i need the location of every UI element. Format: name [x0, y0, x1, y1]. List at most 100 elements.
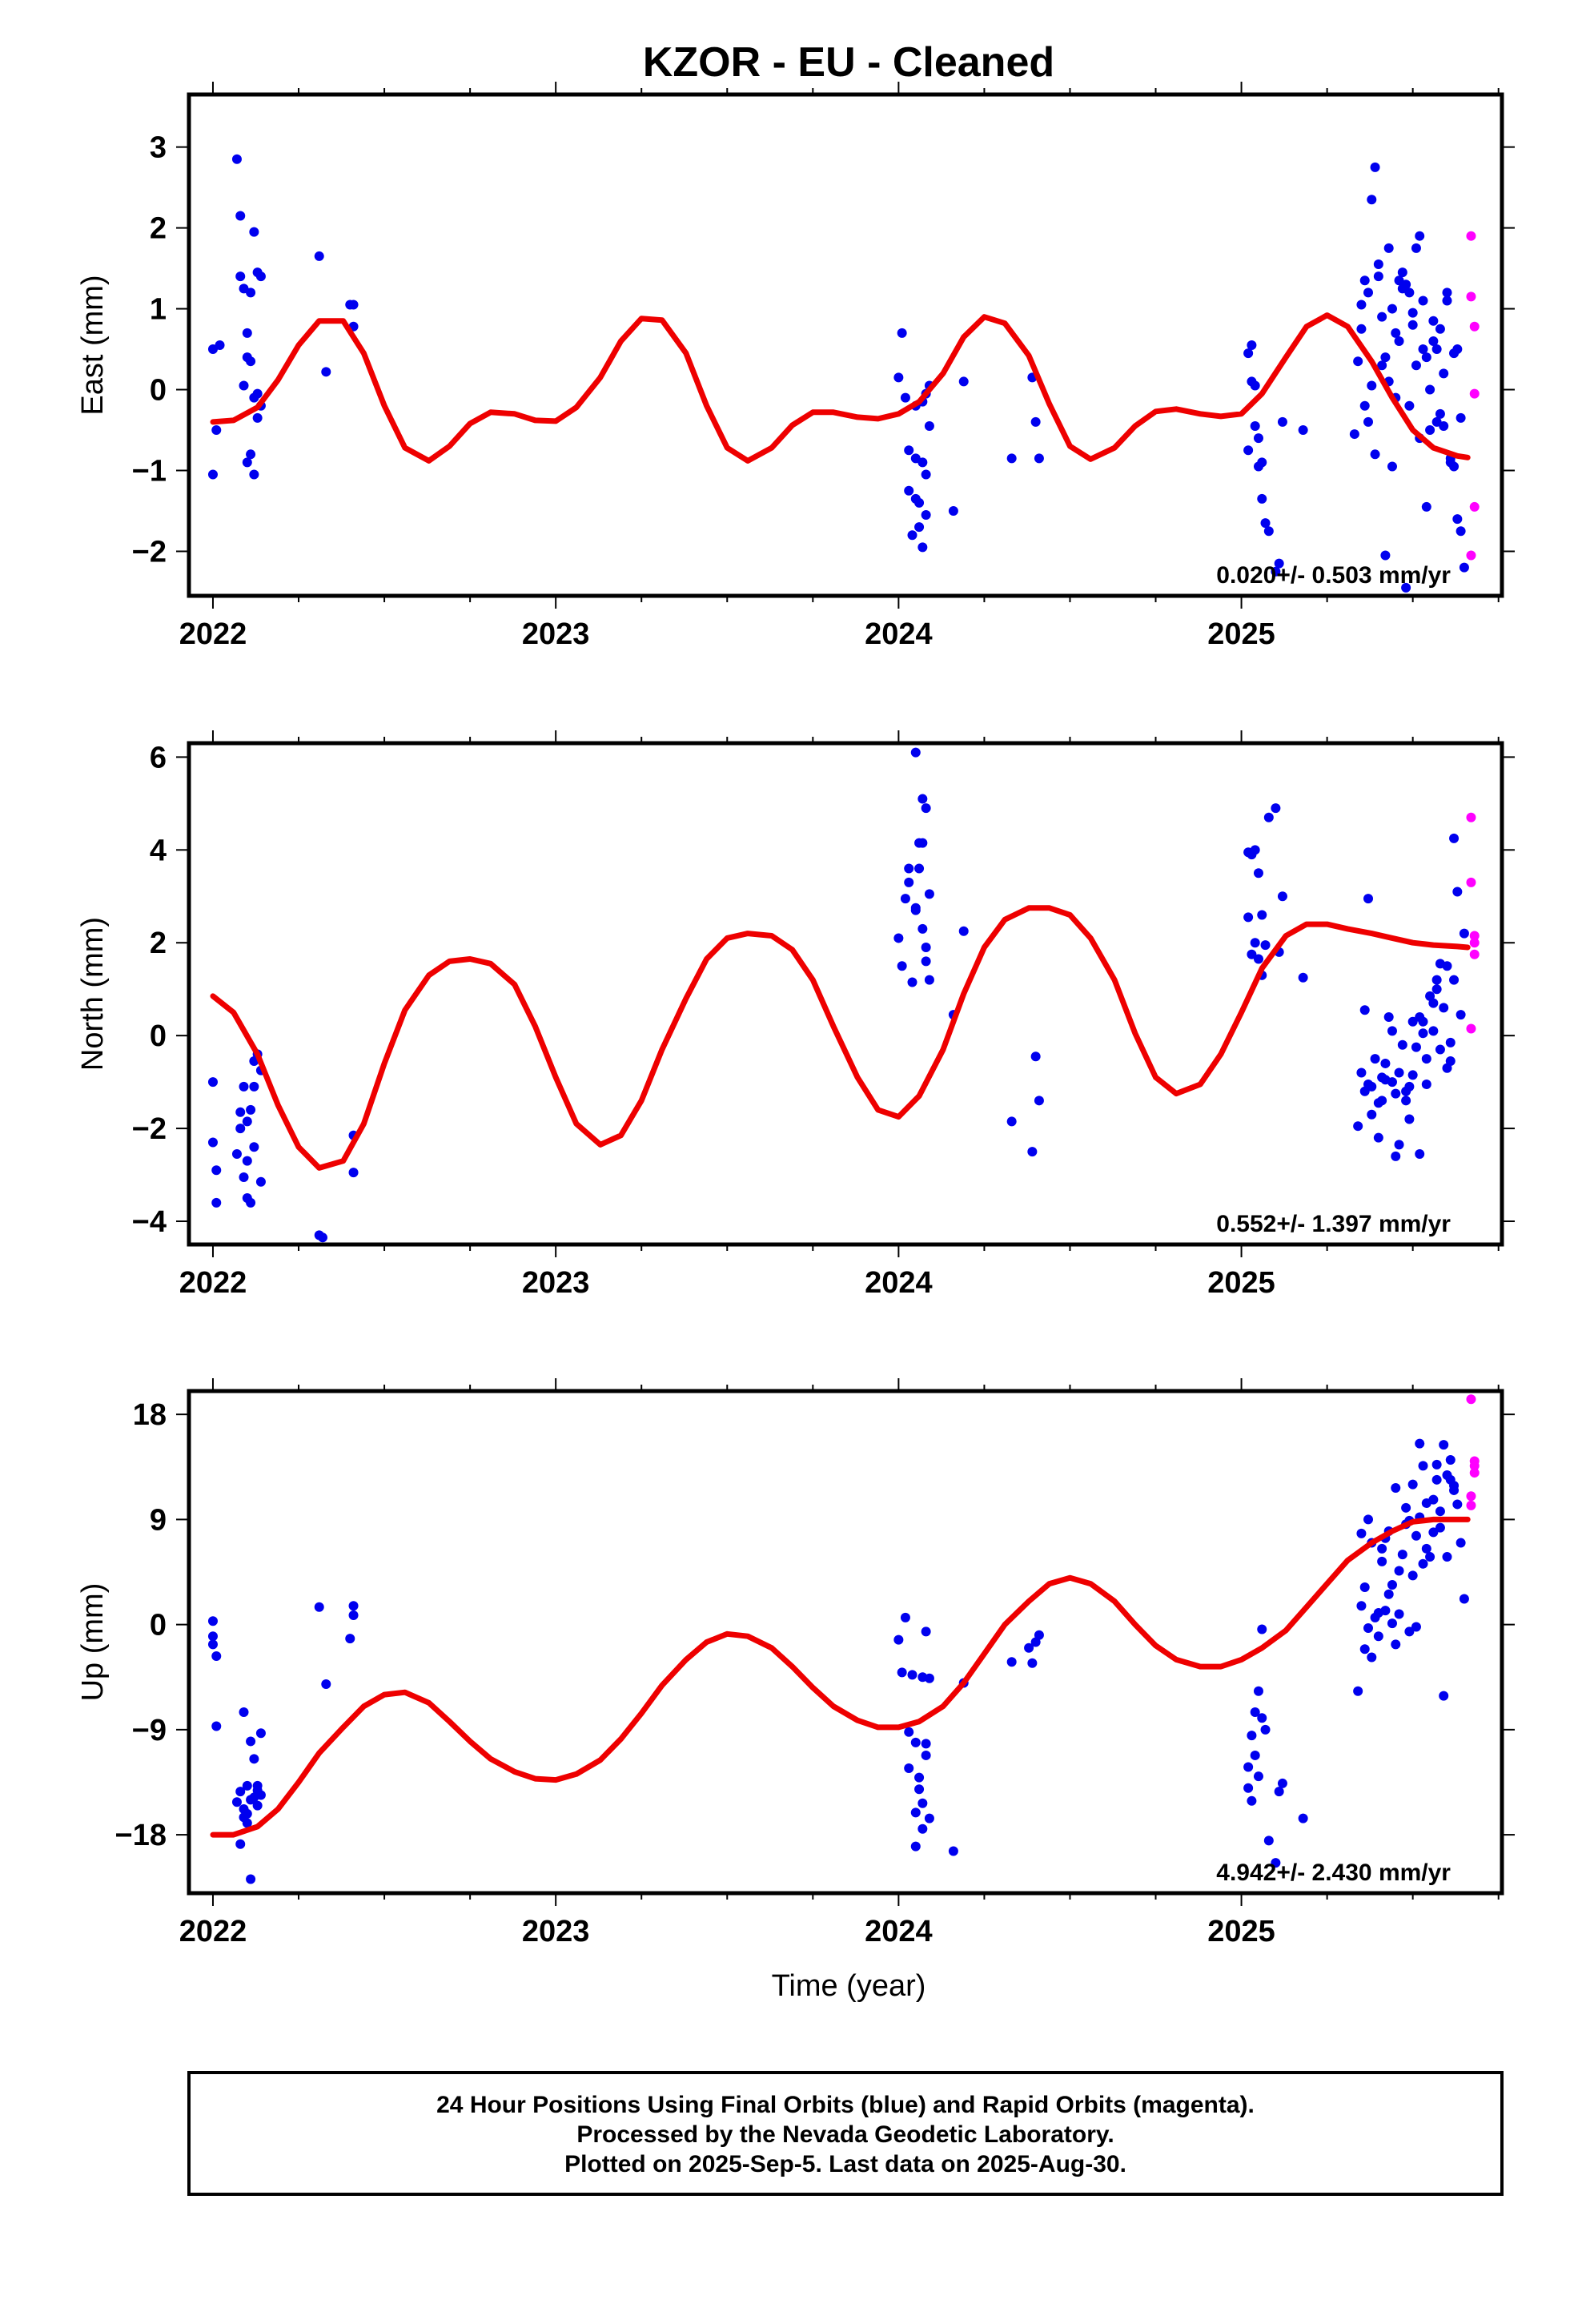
up-final-orbit-point [910, 1807, 921, 1818]
up-final-orbit-point [904, 1727, 914, 1737]
up-final-orbit-point [1373, 1608, 1383, 1618]
up-y-tick-label: 18 [133, 1398, 167, 1432]
east-final-orbit-point [904, 445, 914, 456]
up-final-orbit-point [252, 1800, 263, 1811]
east-y-tick-label: −2 [132, 535, 167, 569]
up-final-orbit-point [1445, 1474, 1456, 1485]
north-final-orbit-point [348, 1168, 359, 1178]
footer-box: 24 Hour Positions Using Final Orbits (bl… [187, 2071, 1504, 2196]
north-final-orbit-point [1415, 1148, 1425, 1159]
east-final-orbit-point [242, 457, 252, 468]
north-final-orbit-point [1243, 912, 1254, 923]
north-final-orbit-point [207, 1137, 218, 1148]
east-final-orbit-point [1363, 287, 1374, 298]
east-final-orbit-point [900, 392, 910, 403]
north-rapid-orbit-point [1469, 931, 1480, 941]
north-final-orbit-point [1435, 959, 1445, 969]
east-final-orbit-point [1271, 566, 1281, 577]
east-plot-frame [187, 92, 1504, 598]
up-final-orbit-point [1353, 1686, 1363, 1696]
north-final-orbit-point [1445, 1037, 1456, 1047]
up-final-orbit-point [1253, 1686, 1263, 1696]
north-final-orbit-point [1435, 1044, 1445, 1055]
east-panel: 2022 2023 2024 2025 −2 −1 0 1 2 3 East (mm) 0.020+/… [76, 82, 1515, 651]
east-final-orbit-point [897, 328, 907, 338]
east-final-orbit-point [321, 367, 331, 377]
east-y-tick-label: −1 [132, 455, 167, 489]
up-final-orbit-point [207, 1639, 218, 1650]
north-final-orbit-point [924, 975, 934, 985]
east-y-tick-label: 0 [150, 374, 167, 408]
east-final-orbit-point [1394, 275, 1404, 286]
north-final-orbit-point [1401, 1096, 1411, 1106]
east-final-orbit-point [1442, 296, 1452, 306]
east-x-tick-label: 2023 [522, 617, 590, 651]
up-final-orbit-point [1435, 1522, 1445, 1533]
up-final-orbit-point [231, 1797, 242, 1807]
up-final-orbit-point [1428, 1527, 1439, 1538]
up-final-orbit-point [1356, 1528, 1367, 1538]
east-final-orbit-point [1257, 493, 1267, 504]
north-final-orbit-point [1449, 975, 1460, 985]
east-final-orbit-point [1370, 449, 1380, 460]
up-final-orbit-point [1274, 1787, 1284, 1797]
up-final-orbit-point [345, 1634, 355, 1644]
up-final-orbit-point [1394, 1566, 1404, 1576]
east-final-orbit-point [1377, 312, 1387, 322]
up-final-orbit-point [1387, 1580, 1397, 1590]
up-final-orbit-point [917, 1798, 928, 1808]
up-x-tick-label: 2025 [1207, 1915, 1275, 1948]
north-final-orbit-point [921, 956, 931, 967]
east-final-orbit-point [958, 376, 969, 387]
east-final-orbit-point [242, 328, 252, 338]
east-final-orbit-point [1435, 324, 1445, 334]
east-y-tick-label: 3 [150, 131, 167, 165]
up-final-orbit-point [348, 1610, 359, 1620]
up-final-orbit-point [1024, 1642, 1034, 1653]
north-final-orbit-point [235, 1124, 246, 1134]
up-final-orbit-point [1034, 1630, 1044, 1640]
east-final-orbit-point [1359, 275, 1370, 286]
up-final-orbit-point [1431, 1474, 1442, 1485]
up-final-orbit-point [1373, 1631, 1383, 1642]
east-final-orbit-point [235, 211, 246, 221]
north-final-orbit-point [917, 923, 928, 934]
east-final-orbit-point [1445, 457, 1456, 468]
up-final-orbit-point [1415, 1438, 1425, 1449]
up-final-orbit-point [1428, 1494, 1439, 1505]
north-final-orbit-point [893, 933, 904, 943]
north-final-orbit-point [255, 1176, 266, 1187]
north-final-orbit-point [1456, 1010, 1466, 1020]
up-final-orbit-point [1421, 1543, 1431, 1554]
east-final-orbit-point [1370, 162, 1380, 172]
north-final-orbit-point [1428, 1026, 1439, 1036]
up-final-orbit-point [948, 1846, 958, 1856]
east-final-orbit-point [1391, 328, 1401, 338]
north-final-orbit-point [1277, 891, 1287, 902]
east-final-orbit-point [1418, 344, 1428, 355]
north-final-orbit-point [1250, 845, 1260, 855]
east-final-orbit-point [314, 251, 324, 261]
up-final-orbit-point [1407, 1479, 1418, 1490]
north-final-orbit-point [1034, 1096, 1044, 1106]
up-final-orbit-point [1356, 1601, 1367, 1611]
east-final-orbit-point [1421, 501, 1431, 512]
east-final-orbit-point [1257, 457, 1267, 468]
east-rapid-orbit-point [1469, 501, 1480, 512]
east-y-tick-label: 2 [150, 212, 167, 246]
figure-title: KZOR - EU - Cleaned [643, 39, 1054, 86]
east-final-orbit-point [231, 154, 242, 164]
north-rapid-orbit-point [1466, 812, 1476, 822]
east-y-tick-label: 1 [150, 293, 167, 327]
east-final-orbit-point [1298, 425, 1308, 436]
up-final-orbit-point [1391, 1639, 1401, 1650]
up-final-orbit-point [1397, 1550, 1407, 1560]
north-final-orbit-point [1363, 894, 1374, 904]
north-final-orbit-point [1367, 1081, 1377, 1092]
east-final-orbit-point [1404, 400, 1415, 411]
east-final-orbit-point [1373, 259, 1383, 270]
up-final-orbit-point [1363, 1514, 1374, 1525]
up-final-orbit-point [1394, 1609, 1404, 1619]
up-final-orbit-point [211, 1651, 222, 1661]
north-final-orbit-point [1030, 1051, 1041, 1062]
